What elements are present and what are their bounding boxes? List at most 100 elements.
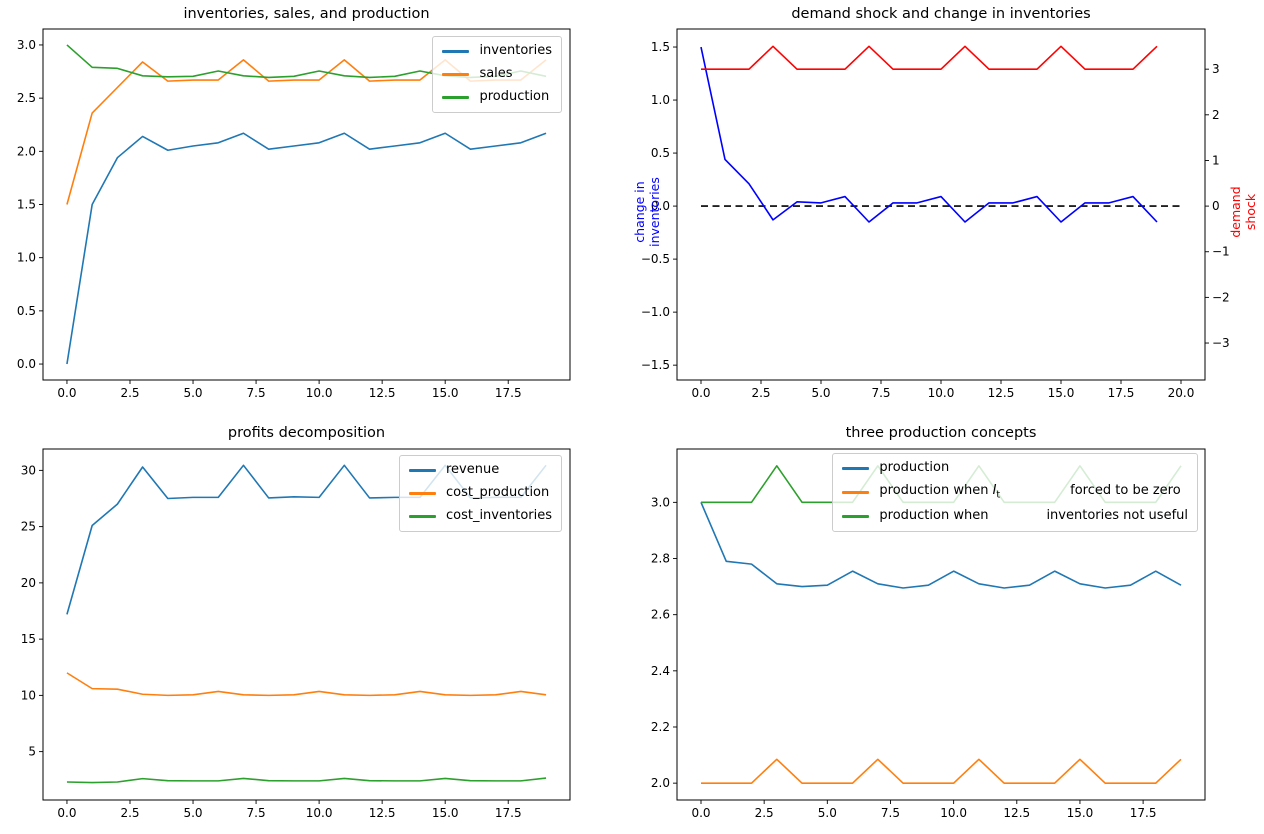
y-tick-label: 25: [21, 520, 36, 534]
legend-line-swatch: [842, 515, 870, 519]
y-tick-label: 30: [21, 463, 36, 477]
subplot-three-production-concepts: 0.0 2.5 5.0 7.5 10.0 12.5 15.0 17.5 2.0 2.2 2.4 2.6…: [632, 417, 1264, 834]
x-tick-label: 10.0: [306, 386, 333, 400]
y-tick-label: 5: [28, 745, 36, 759]
plot-spines: [676, 28, 1206, 381]
x-tick-label: 7.5: [871, 386, 890, 400]
y-tick-label: 3.0: [651, 495, 670, 509]
legend-label: production when It forced to be zero: [879, 482, 1181, 501]
y-tick-label: 2.5: [17, 91, 36, 105]
legend-line-swatch: [442, 95, 470, 99]
legend: revenue cost_production cost_inventories: [398, 455, 562, 532]
x-tick-label: 5.0: [818, 806, 837, 820]
line-change-in-inventories: [700, 46, 1158, 223]
legend-entry: production when inventories not useful: [842, 509, 1188, 524]
legend-label: revenue: [445, 462, 500, 477]
x-tick-label: 20.0: [1168, 386, 1195, 400]
plot-area: 0.0 2.5 5.0 7.5 10.0 12.5 15.0 17.5 2.0 2.2 2.4 2.6…: [651, 448, 1206, 820]
x-tick-label: 10.0: [306, 806, 333, 820]
y-tick-label: −1.0: [641, 305, 670, 319]
x-tick-label: 10.0: [928, 386, 955, 400]
legend-label: sales: [479, 65, 513, 81]
y-tick-label: 2.8: [651, 552, 670, 566]
legend-entry: revenue: [408, 462, 552, 478]
line-production: [700, 502, 1182, 589]
x-tick-label: 2.5: [120, 386, 139, 400]
y-tick-label: 3.0: [17, 38, 36, 52]
plot-area: 0.0 2.5 5.0 7.5 10.0 12.5 15.0 17.5 5 10 15 20 25 30: [21, 448, 571, 820]
legend-entry: production: [842, 460, 1188, 476]
y-tick-label: −1.5: [641, 358, 670, 372]
x-tick-label: 17.5: [1108, 386, 1135, 400]
legend-line-swatch: [442, 72, 470, 76]
plot-area: 0.0 2.5 5.0 7.5 10.0 12.5 15.0 17.5 0.0 0.5 1.0 1.5…: [17, 28, 571, 400]
legend-label: production when inventories not useful: [879, 508, 1188, 524]
y-tick-label: −0.5: [641, 252, 670, 266]
legend-line-swatch: [842, 491, 870, 495]
x-tick-label: 17.5: [495, 806, 522, 820]
y-tick-label: 1.5: [17, 198, 36, 212]
legend-line-swatch: [408, 491, 436, 495]
subplot-inventories-sales-production: 0.0 2.5 5.0 7.5 10.0 12.5 15.0 17.5 0.0 0.5 1.0 1.5…: [0, 0, 632, 417]
legend-line-swatch: [408, 514, 436, 518]
x-tick-label: 12.5: [369, 806, 396, 820]
plot-spines: [42, 28, 571, 381]
axes: 0.0 2.5 5.0 7.5 10.0 12.5 15.0 17.5 2.0 2.2 2.4 2.6…: [651, 495, 1157, 819]
x-tick-label: 2.5: [120, 806, 139, 820]
y-axis-label-right: demand shock: [1228, 186, 1258, 238]
line-production-when-it-forced-to-be-zero: [701, 758, 1182, 784]
y-tick-label: 2.4: [651, 664, 670, 678]
x-tick-label: 7.5: [247, 386, 266, 400]
plot-spines: [42, 448, 571, 801]
y-tick-label: 10: [21, 688, 36, 702]
legend-label: inventories: [479, 43, 552, 58]
y-tick-label: 2.6: [651, 608, 670, 622]
y-tick-label: 1.0: [651, 93, 670, 107]
x-tick-label: 12.5: [988, 386, 1015, 400]
legend-line-swatch: [408, 468, 436, 472]
x-tick-label: 2.5: [755, 806, 774, 820]
legend-line-swatch: [442, 49, 470, 53]
axes: 0.0 2.5 5.0 7.5 10.0 12.5 15.0 17.5 5 10 15 20 25 30: [21, 463, 522, 819]
y-tick-right-label: 3: [1212, 62, 1220, 76]
subplot-demand-shock-change-inventories: 0.0 2.5 5.0 7.5 10.0 12.5 15.0 17.5 20.0 −1.5 −1.0…: [632, 0, 1264, 417]
plot-title: inventories, sales, and production: [183, 6, 430, 22]
x-tick-label: 10.0: [940, 806, 967, 820]
y-axis-label-left: change in inventories: [632, 177, 662, 247]
plot-title: profits decomposition: [227, 425, 386, 441]
legend-entry: inventories: [442, 43, 552, 59]
legend: inventories sales production: [432, 36, 562, 113]
y-tick-label: 2.0: [17, 144, 36, 158]
line-cost-production: [66, 672, 547, 697]
legend-line-swatch: [842, 466, 870, 470]
x-tick-label: 0.0: [691, 386, 710, 400]
x-tick-label: 12.5: [1003, 806, 1030, 820]
x-tick-label: 15.0: [432, 386, 459, 400]
x-tick-label: 12.5: [369, 386, 396, 400]
legend-entry: production: [442, 89, 552, 105]
y-tick-label: 0.5: [17, 304, 36, 318]
x-tick-label: 7.5: [247, 806, 266, 820]
axes: 0.0 2.5 5.0 7.5 10.0 12.5 15.0 17.5 20.0−1.5−1.0…: [641, 40, 1230, 400]
line-demand-shock: [701, 45, 1158, 70]
x-tick-label: 0.0: [57, 806, 76, 820]
y-tick-label: 2.0: [651, 776, 670, 790]
legend-label: cost_production: [445, 484, 550, 500]
y-tick-right-label: 2: [1212, 108, 1220, 122]
x-tick-label: 17.5: [1130, 806, 1157, 820]
y-tick-label: 0.0: [17, 357, 36, 371]
x-tick-label: 5.0: [183, 386, 202, 400]
y-tick-right-label: −2: [1212, 290, 1230, 304]
legend-entry: cost_inventories: [408, 508, 552, 524]
y-tick-label: 0.0: [651, 199, 670, 213]
subplot-profits-decomposition: 0.0 2.5 5.0 7.5 10.0 12.5 15.0 17.5 5 10 15 20 25 30 …: [0, 417, 632, 834]
x-tick-label: 5.0: [811, 386, 830, 400]
x-tick-label: 0.0: [57, 386, 76, 400]
legend: production production when It forced to be…: [832, 453, 1198, 533]
line-inventories: [66, 132, 547, 365]
x-tick-label: 2.5: [751, 386, 770, 400]
plot-area: 0.0 2.5 5.0 7.5 10.0 12.5 15.0 17.5 20.0−1.5−1.0…: [641, 28, 1230, 400]
y-tick-label: 1.0: [17, 251, 36, 265]
plot-spines: [676, 448, 1206, 801]
legend-entry: sales: [442, 65, 552, 82]
